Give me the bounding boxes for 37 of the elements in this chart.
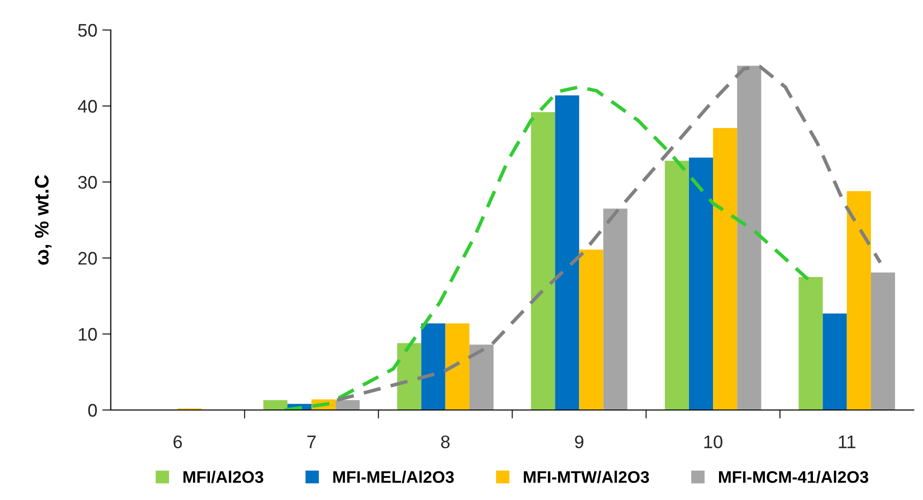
x-tick-label: 11 bbox=[838, 436, 856, 448]
bar bbox=[469, 344, 494, 410]
bar bbox=[445, 323, 470, 410]
x-tick-label: 8 bbox=[441, 435, 450, 448]
bar bbox=[688, 158, 714, 410]
bar bbox=[579, 250, 604, 410]
bar bbox=[531, 112, 556, 410]
y-tick-label: 20 bbox=[78, 252, 97, 265]
line-series bbox=[335, 64, 882, 402]
x-tick-label: 6 bbox=[174, 435, 182, 448]
bar bbox=[263, 400, 288, 410]
bar bbox=[798, 277, 823, 410]
y-tick-label: 50 bbox=[78, 24, 97, 37]
bar bbox=[846, 191, 871, 410]
x-tick-label: 7 bbox=[307, 436, 316, 448]
y-tick-label: 10 bbox=[78, 328, 97, 341]
y-tick-label: 0 bbox=[88, 404, 97, 417]
bar bbox=[822, 313, 847, 410]
bar bbox=[713, 128, 738, 410]
legend-label: MFI/Al2O3 bbox=[183, 470, 264, 484]
bar bbox=[664, 160, 689, 410]
line-series bbox=[283, 85, 810, 410]
legend-label: MFI-MCM-41/Al2O3 bbox=[719, 470, 868, 484]
x-tick-label: 10 bbox=[704, 435, 722, 448]
bar bbox=[336, 400, 360, 410]
bar bbox=[870, 272, 896, 410]
y-tick-label: 30 bbox=[78, 176, 97, 189]
bar bbox=[555, 95, 580, 410]
bar bbox=[421, 323, 446, 410]
bar bbox=[737, 66, 762, 410]
y-axis-title: ω, % wt.C bbox=[34, 175, 52, 265]
y-tick-label: 40 bbox=[78, 100, 97, 113]
bar bbox=[603, 208, 628, 410]
legend-label: MFI-MTW/Al2O3 bbox=[524, 470, 649, 484]
legend-label: MFI-MEL/Al2O3 bbox=[333, 470, 454, 484]
x-tick-label: 9 bbox=[575, 435, 584, 448]
bar bbox=[397, 343, 422, 410]
